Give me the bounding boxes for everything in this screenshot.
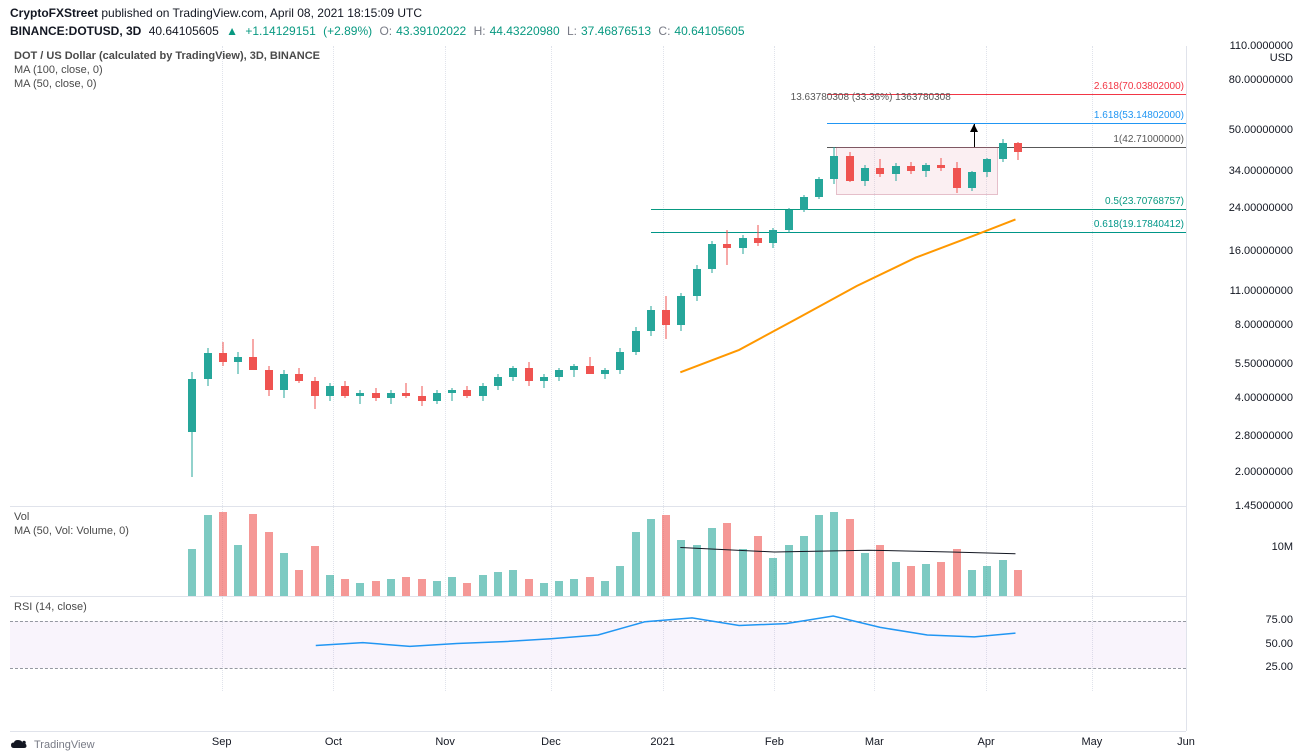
y-tick: 5.50000000 bbox=[1235, 358, 1293, 370]
y-tick: 50.00000000 bbox=[1229, 124, 1293, 136]
volume-legend: Vol MA (50, Vol: Volume, 0) bbox=[14, 511, 129, 539]
volume-ma-line bbox=[10, 507, 1186, 597]
x-tick: Jun bbox=[1177, 736, 1195, 748]
rsi-y-tick: 50.00 bbox=[1265, 638, 1293, 650]
x-tick: Nov bbox=[435, 736, 455, 748]
y-tick: 34.00000000 bbox=[1229, 165, 1293, 177]
publisher-line: CryptoFXStreet published on TradingView.… bbox=[0, 0, 1301, 22]
rsi-y-tick: 25.00 bbox=[1265, 661, 1293, 673]
rsi-legend: RSI (14, close) bbox=[14, 601, 87, 615]
volume-pane[interactable]: Vol MA (50, Vol: Volume, 0) bbox=[10, 506, 1186, 596]
x-tick: Apr bbox=[978, 736, 995, 748]
y-tick: 80.00000000 bbox=[1229, 74, 1293, 86]
rsi-y-tick: 75.00 bbox=[1265, 614, 1293, 626]
vol-y-tick: 10M bbox=[1272, 541, 1293, 553]
ma50-line bbox=[10, 46, 1186, 506]
x-tick: Sep bbox=[212, 736, 232, 748]
cloud-icon bbox=[10, 739, 28, 751]
y-tick: 8.00000000 bbox=[1235, 319, 1293, 331]
y-tick: 110.0000000 bbox=[1230, 40, 1293, 52]
y-tick: 1.45000000 bbox=[1235, 500, 1293, 512]
y-axis: USD 110.000000080.0000000050.0000000034.… bbox=[1186, 46, 1301, 731]
x-tick: May bbox=[1082, 736, 1103, 748]
rsi-pane[interactable]: RSI (14, close) bbox=[10, 596, 1186, 691]
price-pane[interactable]: DOT / US Dollar (calculated by TradingVi… bbox=[10, 46, 1186, 506]
y-tick: 24.00000000 bbox=[1229, 202, 1293, 214]
y-tick: 2.00000000 bbox=[1235, 466, 1293, 478]
x-tick: Oct bbox=[325, 736, 342, 748]
x-axis: SepOctNovDec2021FebMarAprMayJun bbox=[10, 731, 1186, 755]
rsi-line bbox=[10, 597, 1186, 692]
y-tick: 16.00000000 bbox=[1229, 245, 1293, 257]
x-tick: Dec bbox=[541, 736, 561, 748]
y-tick: 11.00000000 bbox=[1230, 285, 1293, 297]
x-tick: Mar bbox=[865, 736, 884, 748]
pane-legend: DOT / US Dollar (calculated by TradingVi… bbox=[14, 50, 320, 92]
y-axis-unit: USD bbox=[1270, 52, 1293, 64]
y-tick: 2.80000000 bbox=[1235, 430, 1293, 442]
ohlc-line: BINANCE:DOTUSD, 3D 40.64105605 ▲ +1.1412… bbox=[0, 22, 1301, 44]
x-tick: Feb bbox=[765, 736, 784, 748]
tradingview-logo: TradingView bbox=[10, 739, 95, 751]
y-tick: 4.00000000 bbox=[1235, 392, 1293, 404]
x-tick: 2021 bbox=[650, 736, 674, 748]
